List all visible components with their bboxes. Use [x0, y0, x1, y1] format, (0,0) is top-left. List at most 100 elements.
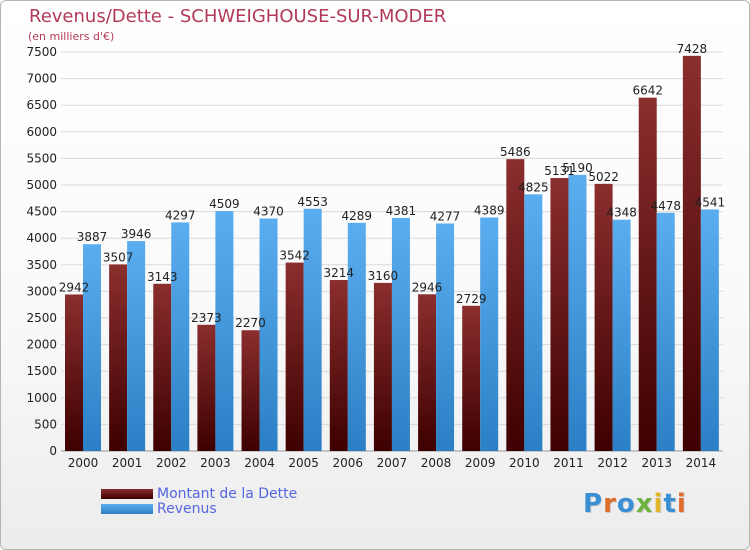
data-label-dette: 3507: [103, 250, 134, 264]
bar-revenus: [480, 217, 499, 451]
legend-item-dette: Montant de la Dette: [101, 487, 297, 501]
logo-letter: r: [603, 489, 617, 519]
data-labels: 2942 3887 3507 3946 3143 4297 2373 4509 2270 4370…: [59, 42, 725, 330]
bar-revenus: [568, 174, 587, 451]
data-label-dette: 6642: [632, 84, 663, 98]
data-label-dette: 2942: [59, 280, 90, 294]
bar-dette: [682, 55, 701, 452]
x-tick-label: 2010: [509, 456, 540, 470]
x-tick-label: 2013: [641, 456, 672, 470]
y-tick-label: 2500: [26, 311, 57, 325]
y-tick-label: 4000: [26, 231, 57, 245]
data-label-revenus: 4348: [606, 206, 637, 220]
x-tick-label: 2001: [112, 456, 143, 470]
bar-dette: [153, 283, 172, 451]
x-tick-label: 2011: [553, 456, 584, 470]
x-tick-label: 2000: [68, 456, 99, 470]
logo-letter: o: [616, 489, 636, 519]
logo-letter: t: [663, 489, 677, 519]
data-label-revenus: 4389: [474, 204, 505, 218]
x-tick-label: 2006: [333, 456, 364, 470]
x-tick-label: 2007: [377, 456, 408, 470]
legend-item-revenus: Revenus: [101, 502, 297, 516]
logo-letter: x: [635, 489, 654, 519]
legend-swatch-dette: [101, 489, 153, 499]
bar-revenus: [436, 223, 455, 451]
bar-dette: [65, 294, 83, 451]
y-tick-label: 3000: [26, 284, 57, 298]
bar-dette: [418, 294, 437, 451]
bar-revenus: [303, 208, 322, 451]
data-label-dette: 5022: [588, 170, 619, 184]
x-tick-label: 2014: [686, 456, 717, 470]
y-tick-label: 0: [49, 444, 57, 458]
bar-dette: [506, 159, 525, 451]
chart-subtitle: (en milliers d'€): [28, 30, 115, 43]
y-tick-label: 6000: [26, 125, 57, 139]
bar-revenus: [127, 241, 146, 451]
legend-swatch-revenus: [101, 504, 153, 514]
y-tick-label: 4500: [26, 205, 57, 219]
bar-revenus: [391, 217, 410, 451]
y-tick-label: 5000: [26, 178, 57, 192]
y-tick-label: 1000: [26, 391, 57, 405]
data-label-revenus: 3887: [77, 230, 108, 244]
data-label-revenus: 4541: [695, 195, 726, 209]
data-label-revenus: 4289: [342, 209, 373, 223]
data-label-dette: 2946: [412, 280, 443, 294]
bar-dette: [285, 262, 304, 451]
y-tick-label: 6500: [26, 98, 57, 112]
data-label-revenus: 4370: [253, 205, 284, 219]
bar-dette: [373, 282, 392, 451]
bar-dette: [462, 305, 481, 451]
data-label-dette: 3542: [279, 249, 310, 263]
x-tick-label: 2003: [200, 456, 231, 470]
data-label-revenus: 5190: [562, 161, 593, 175]
legend-label-dette: Montant de la Dette: [157, 486, 298, 502]
logo-letter: P: [583, 489, 604, 519]
x-tick-label: 2004: [244, 456, 275, 470]
bar-dette: [197, 324, 216, 451]
bar-revenus: [83, 244, 101, 451]
data-label-dette: 2270: [235, 316, 266, 330]
bar-revenus: [347, 222, 366, 451]
bar-revenus: [612, 219, 631, 451]
y-tick-label: 500: [34, 417, 57, 431]
x-tick-label: 2008: [421, 456, 452, 470]
x-axis: 2000 2001 2002 2003 2004 2005 2006 2007 2008 2009…: [68, 456, 716, 470]
data-label-revenus: 4478: [650, 199, 681, 213]
y-tick-label: 3500: [26, 258, 57, 272]
bar-revenus: [215, 211, 234, 451]
y-tick-label: 7000: [26, 72, 57, 86]
bar-dette: [550, 178, 569, 451]
data-label-revenus: 4297: [165, 208, 196, 222]
data-label-revenus: 3946: [121, 227, 152, 241]
data-label-revenus: 4509: [209, 197, 240, 211]
bar-dette: [329, 280, 348, 451]
y-tick-label: 7500: [26, 45, 57, 59]
x-tick-label: 2009: [465, 456, 496, 470]
data-label-dette: 2729: [456, 292, 487, 306]
y-tick-label: 1500: [26, 364, 57, 378]
legend-label-revenus: Revenus: [157, 501, 217, 517]
y-tick-label: 2000: [26, 338, 57, 352]
bar-dette: [638, 97, 657, 451]
bar-dette: [241, 330, 260, 451]
data-label-dette: 2373: [191, 311, 222, 325]
data-label-dette: 3160: [368, 269, 399, 283]
bar-revenus: [524, 194, 543, 451]
bar-dette: [109, 264, 128, 451]
bar-revenus: [259, 218, 278, 451]
data-label-dette: 3214: [324, 266, 355, 280]
logo-letter: i: [653, 489, 664, 519]
legend: Montant de la Dette Revenus: [101, 487, 297, 517]
chart-title: Revenus/Dette - SCHWEIGHOUSE-SUR-MODER: [29, 6, 447, 27]
data-label-revenus: 4381: [386, 204, 417, 218]
x-tick-label: 2012: [597, 456, 628, 470]
logo-letter: i: [676, 489, 687, 519]
proxiti-logo: Proxiti: [583, 489, 687, 519]
data-label-dette: 5486: [500, 145, 531, 159]
y-tick-label: 5500: [26, 151, 57, 165]
